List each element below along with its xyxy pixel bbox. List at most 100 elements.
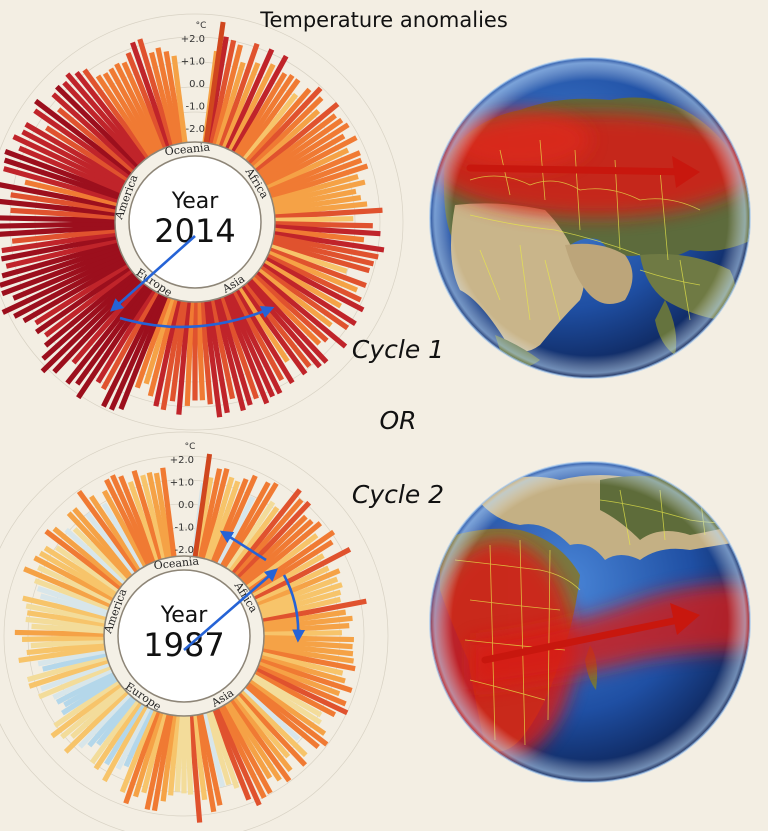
- anomaly-bar: [0, 244, 120, 288]
- anomaly-bar: [207, 480, 241, 562]
- anomaly-bar: [0, 221, 116, 229]
- scale-tick-label: -1.0: [185, 102, 205, 113]
- anomaly-bar: [66, 511, 132, 580]
- anomaly-bar: [254, 270, 348, 349]
- guide-circle: [0, 431, 389, 831]
- anomaly-bar: [260, 589, 342, 617]
- anomaly-bar: [169, 301, 188, 402]
- anomaly-bar: [262, 609, 347, 627]
- anomaly-bar: [211, 478, 249, 563]
- anomaly-bar: [194, 476, 214, 558]
- anomaly-bar: [71, 280, 145, 365]
- anomaly-bar: [21, 635, 105, 642]
- anomaly-bar: [75, 285, 151, 386]
- guide-circle: [0, 13, 404, 431]
- anomaly-bar: [102, 704, 148, 783]
- anomaly-bar: [130, 41, 172, 148]
- or-label: OR: [379, 406, 416, 435]
- anomaly-bar: [0, 198, 116, 217]
- anomaly-bar: [101, 292, 162, 408]
- anomaly-bar: [54, 84, 140, 168]
- anomaly-bar: [247, 278, 329, 364]
- anomaly-bar: [273, 194, 362, 213]
- anomaly-bar: [263, 630, 342, 637]
- rotation-arrow-down: [282, 574, 306, 643]
- anomaly-bar: [199, 301, 213, 405]
- anomaly-bar: [246, 533, 319, 590]
- scale-tick-label: -2.0: [174, 545, 194, 556]
- anomaly-bar: [12, 250, 123, 301]
- anomaly-bar: [258, 576, 339, 611]
- anomaly-bar: [168, 715, 180, 796]
- anomaly-bar: [1, 231, 117, 254]
- anomaly-bar: [36, 585, 109, 614]
- anomaly-bar: [148, 51, 178, 146]
- anomaly-bar: [118, 295, 168, 411]
- year-label: Year: [160, 603, 209, 628]
- anomaly-bar: [222, 295, 270, 405]
- anomaly-bar: [251, 553, 325, 599]
- anomaly-bar: [220, 481, 271, 568]
- anomaly-bar: [64, 527, 127, 585]
- anomaly-bar: [43, 270, 136, 348]
- anomaly-bar: [256, 664, 347, 707]
- anomaly-bar: [87, 694, 134, 748]
- anomaly-bar: [5, 237, 118, 269]
- anomaly-bar: [217, 706, 267, 799]
- anomaly-bar: [52, 667, 113, 700]
- anomaly-bar: [18, 145, 123, 194]
- anomaly-bar: [242, 92, 299, 161]
- scale-tick-label: 0.0: [189, 79, 205, 90]
- anomaly-bar: [141, 712, 167, 794]
- anomaly-bar: [174, 715, 184, 792]
- anomaly-bar: [52, 526, 125, 588]
- globe-eurasia: [429, 57, 751, 379]
- anomaly-bar: [228, 63, 276, 152]
- anomaly-bar: [44, 529, 122, 590]
- anomaly-bar: [270, 244, 348, 274]
- anomaly-bar: [30, 638, 105, 649]
- anomaly-bar: [108, 67, 159, 154]
- anomaly-bar: [140, 474, 167, 560]
- anomaly-bar: [245, 87, 312, 164]
- region-label: Oceania: [153, 555, 200, 573]
- anomaly-bar: [23, 566, 112, 608]
- anomaly-bar: [133, 711, 164, 798]
- anomaly-bar: [55, 545, 120, 593]
- anomaly-bar: [209, 299, 236, 400]
- year-value: 2014: [154, 212, 235, 250]
- anomaly-bar: [89, 699, 140, 765]
- anomaly-bar: [101, 502, 145, 569]
- anomaly-bar: [65, 72, 145, 164]
- anomaly-bar: [261, 122, 350, 182]
- anomaly-bar: [25, 616, 105, 631]
- anomaly-bar: [245, 280, 322, 369]
- cycle-2-label: Cycle 2: [352, 480, 444, 509]
- cycle-1-label: Cycle 1: [352, 335, 444, 364]
- anomaly-bar: [266, 253, 362, 303]
- anomaly-bar: [253, 670, 337, 718]
- scale-tick-label: 0.0: [178, 500, 194, 511]
- anomaly-bar: [266, 147, 350, 191]
- anomaly-bar: [24, 122, 128, 185]
- anomaly-bar: [241, 687, 301, 742]
- anomaly-bar: [246, 682, 329, 747]
- anomaly-bar: [146, 472, 170, 559]
- anomaly-bar: [153, 299, 181, 407]
- pointer-arrow: [183, 568, 278, 651]
- anomaly-bar: [195, 301, 206, 401]
- anomaly-bar: [101, 290, 159, 391]
- anomaly-bar: [72, 527, 129, 582]
- scale-tick-label: +1.0: [181, 57, 205, 68]
- anomaly-bar: [264, 256, 365, 313]
- anomaly-bar: [82, 68, 151, 159]
- anomaly-bar: [11, 227, 116, 244]
- scale-tick-label: +2.0: [170, 455, 194, 466]
- anomaly-bar: [218, 42, 260, 148]
- anomaly-bar: [93, 701, 142, 771]
- anomaly-bar: [160, 467, 177, 557]
- anomaly-bar: [223, 482, 279, 569]
- globe-africa: [429, 461, 751, 783]
- anomaly-bar: [38, 664, 112, 700]
- anomaly-bar: [43, 545, 118, 596]
